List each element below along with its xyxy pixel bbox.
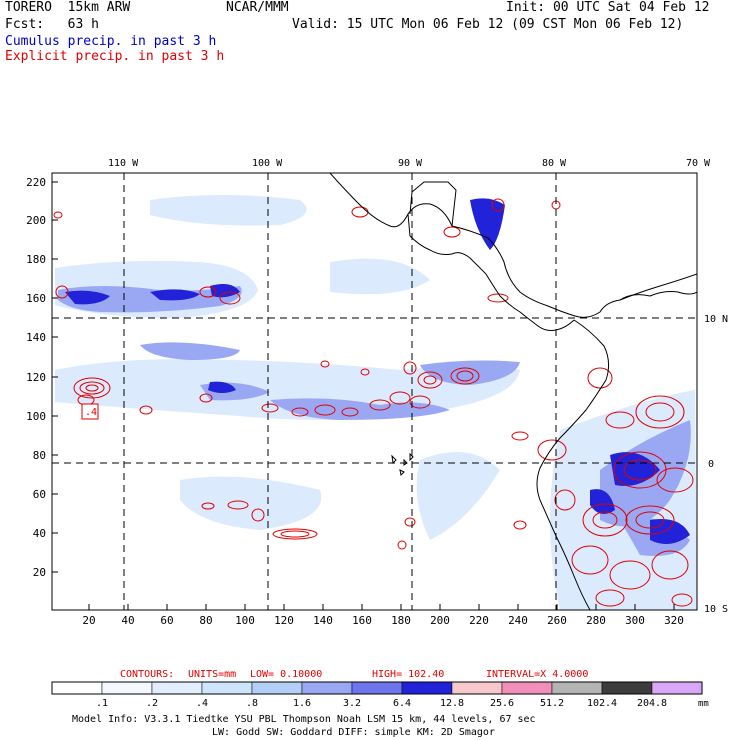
colorbar-level-label: .2: [146, 698, 158, 709]
model-info-line2: LW: Godd SW: Goddard DIFF: simple KM: 2D…: [212, 727, 495, 738]
contour-units: UNITS=mm: [188, 669, 236, 680]
x-tick-label: 220: [469, 614, 489, 627]
x-tick-label: 180: [391, 614, 411, 627]
x-tick-label: 320: [664, 614, 684, 627]
init-time: Init: 00 UTC Sat 04 Feb 12: [506, 0, 710, 15]
contour-high: HIGH= 102.40: [372, 669, 444, 680]
lon-label-110w: 110 W: [108, 158, 139, 169]
colorbar-level-label: 204.8: [637, 698, 667, 709]
lat-label-10n: 10 N: [704, 314, 728, 325]
x-tick-label: 160: [352, 614, 372, 627]
lon-label-70w: 70 W: [686, 158, 711, 169]
axis-ticks: [52, 181, 675, 610]
x-tick-label: 140: [313, 614, 333, 627]
colorbar-swatch: [651, 681, 703, 695]
colorbar-swatch: [151, 681, 203, 695]
model-title: TORERO 15km ARW: [5, 0, 131, 15]
colorbar-swatch: [351, 681, 403, 695]
colorbar-level-label: 51.2: [540, 698, 564, 709]
y-tick-label: 160: [26, 292, 46, 305]
x-tick-label: 240: [508, 614, 528, 627]
x-tick-label: 40: [121, 614, 134, 627]
contour-label: CONTOURS:: [120, 669, 174, 680]
x-tick-label: 120: [274, 614, 294, 627]
graticule: [52, 173, 697, 610]
colorbar-level-label: 102.4: [587, 698, 617, 709]
model-info-line1: Model Info: V3.3.1 Tiedtke YSU PBL Thomp…: [72, 714, 536, 725]
forecast-hour: Fcst: 63 h: [5, 17, 99, 32]
light-precip-shading: [55, 195, 697, 610]
lon-label-90w: 90 W: [398, 158, 423, 169]
colorbar-swatch: [301, 681, 353, 695]
y-tick-label: 80: [33, 449, 46, 462]
colorbar-labels: .1 .2 .4 .8 1.6 3.2 6.4 12.8 25.6 51.2 102.4 204.8: [96, 698, 667, 709]
x-tick-label: 280: [586, 614, 606, 627]
colorbar-level-label: 1.6: [293, 698, 311, 709]
colorbar-swatch: [401, 681, 453, 695]
colorbar-level-label: 25.6: [490, 698, 514, 709]
explicit-precip-contours: [53, 198, 694, 607]
colorbar-swatch: [601, 681, 653, 695]
explicit-field-label: Explicit precip. in past 3 h: [5, 49, 225, 64]
colorbar-level-label: .8: [246, 698, 258, 709]
lon-label-100w: 100 W: [252, 158, 283, 169]
y-tick-label: 100: [26, 410, 46, 423]
y-tick-label: 180: [26, 253, 46, 266]
map-marker-label: .4: [85, 407, 97, 418]
colorbar-frame: [51, 681, 703, 695]
colorbar-level-label: 3.2: [343, 698, 361, 709]
y-tick-label: 60: [33, 488, 46, 501]
map-field: [53, 173, 697, 610]
x-tick-label: 200: [430, 614, 450, 627]
coastlines: [329, 173, 697, 610]
colorbar-level-label: .4: [196, 698, 208, 709]
colorbar-swatch: [501, 681, 553, 695]
valid-time: Valid: 15 UTC Mon 06 Feb 12 (09 CST Mon …: [292, 17, 684, 32]
colorbar-level-label: 12.8: [440, 698, 464, 709]
y-tick-label: 200: [26, 214, 46, 227]
x-tick-label: 80: [199, 614, 212, 627]
lon-label-80w: 80 W: [542, 158, 567, 169]
colorbar-swatch: [101, 681, 153, 695]
colorbar-swatch: [51, 681, 103, 695]
cumulus-field-label: Cumulus precip. in past 3 h: [5, 34, 217, 49]
x-tick-label: 100: [235, 614, 255, 627]
y-tick-label: 40: [33, 527, 46, 540]
colorbar-swatch: [551, 681, 603, 695]
colorbar-unit: mm: [698, 699, 709, 709]
colorbar-swatch: [451, 681, 503, 695]
colorbar-level-label: .1: [96, 698, 108, 709]
x-tick-label: 20: [82, 614, 95, 627]
organization-label: NCAR/MMM: [226, 0, 289, 15]
colorbar-swatch: [251, 681, 303, 695]
map-marker-box: [81, 403, 99, 420]
map-frame: [51, 172, 698, 611]
colorbar-level-label: 6.4: [393, 698, 411, 709]
contour-low: LOW= 0.10000: [250, 669, 322, 680]
colorbar-swatch: [201, 681, 253, 695]
y-tick-label: 120: [26, 371, 46, 384]
contour-interval: INTERVAL=X 4.0000: [486, 669, 588, 680]
y-tick-label: 140: [26, 331, 46, 344]
x-tick-label: 60: [160, 614, 173, 627]
lat-label-0: 0: [708, 459, 714, 470]
x-tick-label: 300: [625, 614, 645, 627]
y-tick-label: 20: [33, 566, 46, 579]
x-tick-label: 260: [547, 614, 567, 627]
y-tick-label: 220: [26, 176, 46, 189]
colorbar: [51, 681, 703, 695]
lat-label-10s: 10 S: [704, 604, 728, 615]
